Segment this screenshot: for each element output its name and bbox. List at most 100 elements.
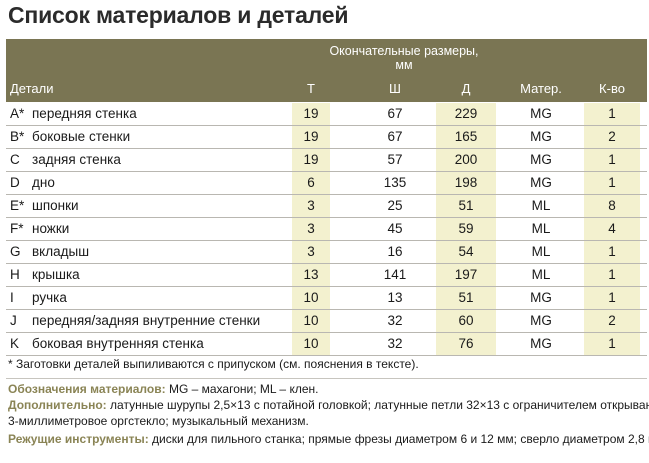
cell-quantity: 1: [608, 290, 616, 305]
highlight-band: [584, 149, 640, 171]
cell-material: MG: [530, 152, 552, 167]
highlight-band: [584, 103, 640, 125]
dimensions-group-header: Окончательные размеры, мм: [329, 44, 479, 72]
cell-quantity: 1: [608, 244, 616, 259]
highlight-band: [584, 287, 640, 309]
cell-width: 13: [387, 290, 403, 305]
extra-label: Дополнительно:: [8, 398, 107, 412]
materials-legend: Обозначения материалов: MG – махагони; M…: [8, 382, 318, 398]
part-letter: B*: [10, 129, 25, 144]
highlight-band: [292, 218, 330, 240]
divider: [6, 378, 647, 379]
highlight-band: [436, 218, 496, 240]
cell-quantity: 1: [608, 152, 616, 167]
extra-legend: Дополнительно: латунные шурупы 2,5×13 с …: [8, 398, 649, 414]
highlight-band: [584, 126, 640, 148]
header-quantity: К-во: [599, 81, 625, 96]
part-name: передняя стенка: [32, 106, 137, 121]
cell-material: MG: [530, 129, 552, 144]
cell-thickness: 10: [303, 290, 319, 305]
cell-thickness: 19: [303, 152, 319, 167]
cell-thickness: 3: [307, 221, 315, 236]
part-letter: D: [10, 175, 20, 190]
part-name: дно: [32, 175, 55, 190]
part-letter: F*: [10, 221, 24, 236]
cell-length: 54: [458, 244, 474, 259]
part-name: ножки: [32, 221, 70, 236]
cell-material: MG: [530, 290, 552, 305]
extra-legend-continued: 3-миллиметровое оргстекло; музыкальный м…: [8, 414, 309, 430]
highlight-band: [292, 287, 330, 309]
header-material: Матер.: [520, 81, 562, 96]
cell-quantity: 1: [608, 267, 616, 282]
cell-thickness: 19: [303, 129, 319, 144]
part-name: ручка: [32, 290, 67, 305]
tools-legend: Режущие инструменты: диски для пильного …: [8, 432, 649, 448]
cell-width: 16: [387, 244, 403, 259]
header-thickness: Т: [307, 81, 315, 96]
cell-material: MG: [530, 175, 552, 190]
cell-quantity: 1: [608, 175, 616, 190]
highlight-band: [436, 241, 496, 263]
highlight-band: [292, 310, 330, 332]
cell-thickness: 10: [303, 336, 319, 351]
part-letter: E*: [10, 198, 25, 213]
cell-width: 135: [383, 175, 407, 190]
cell-length: 198: [454, 175, 478, 190]
cell-thickness: 19: [303, 106, 319, 121]
cell-length: 229: [454, 106, 478, 121]
cell-length: 60: [458, 313, 474, 328]
cell-length: 51: [458, 290, 474, 305]
cell-quantity: 1: [608, 106, 616, 121]
extra-text-1: латунные шурупы 2,5×13 с потайной головк…: [110, 398, 649, 412]
cell-quantity: 1: [608, 336, 616, 351]
cell-length: 51: [458, 198, 474, 213]
highlight-band: [436, 333, 496, 355]
cell-length: 200: [454, 152, 478, 167]
header-width: Ш: [389, 81, 401, 96]
cell-length: 76: [458, 336, 474, 351]
highlight-band: [436, 310, 496, 332]
cell-material: MG: [530, 313, 552, 328]
highlight-band: [292, 172, 330, 194]
parts-table-body: A* передняя стенка 19 67 229 MG 1 B* боковые сте…: [6, 103, 647, 356]
highlight-band: [584, 310, 640, 332]
tools-label: Режущие инструменты:: [8, 432, 149, 446]
table-row: F* ножки 3 45 59 ML 4: [6, 218, 647, 241]
highlight-band: [584, 333, 640, 355]
part-letter: G: [10, 244, 21, 259]
cell-width: 67: [387, 129, 403, 144]
highlight-band: [292, 241, 330, 263]
highlight-band: [436, 195, 496, 217]
highlight-band: [584, 195, 640, 217]
highlight-band: [436, 103, 496, 125]
cell-quantity: 8: [608, 198, 616, 213]
part-name: шпонки: [32, 198, 79, 213]
cell-length: 197: [454, 267, 478, 282]
highlight-band: [584, 218, 640, 240]
cell-material: MG: [530, 336, 552, 351]
part-letter: H: [10, 267, 20, 282]
part-letter: C: [10, 152, 20, 167]
cell-thickness: 3: [307, 244, 315, 259]
header-part: Детали: [10, 81, 54, 96]
highlight-band: [436, 264, 496, 286]
cell-width: 57: [387, 152, 403, 167]
cell-thickness: 13: [303, 267, 319, 282]
part-letter: K: [10, 336, 20, 351]
cell-width: 32: [387, 313, 403, 328]
part-name: боковая внутренняя стенка: [32, 336, 204, 351]
part-name: боковые стенки: [32, 129, 131, 144]
highlight-band: [436, 126, 496, 148]
highlight-band: [292, 333, 330, 355]
highlight-band: [292, 126, 330, 148]
highlight-band: [584, 241, 640, 263]
header-length: Д: [461, 81, 471, 96]
page-title: Список материалов и деталей: [8, 2, 349, 28]
cell-material: ML: [531, 221, 551, 236]
